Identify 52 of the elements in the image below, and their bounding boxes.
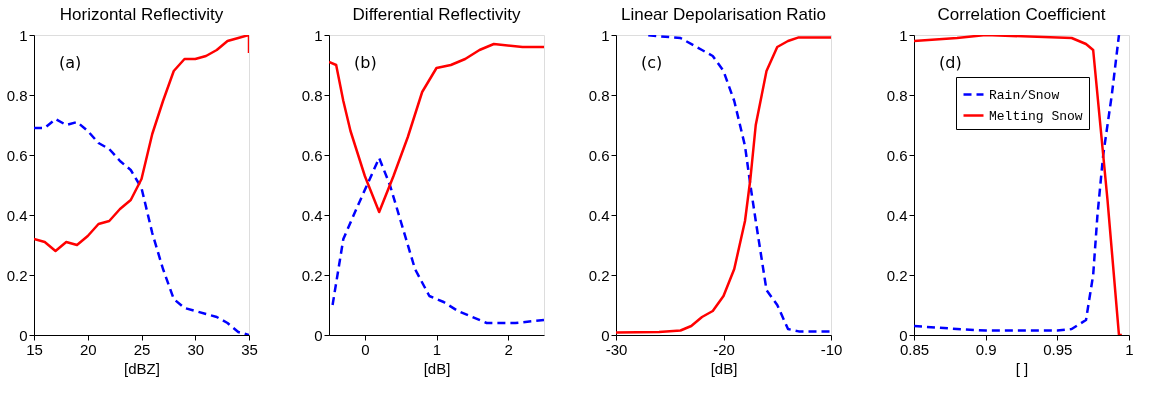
x-tick-label: 35 (241, 340, 258, 358)
y-tick-label: 0.4 (886, 206, 908, 224)
y-tick-label: 0 (19, 326, 28, 344)
x-tick-label: 2 (504, 340, 513, 358)
chart-title: Differential Reflectivity (352, 5, 521, 24)
y-tick-label: 0.2 (301, 266, 323, 284)
x-tick-label: 20 (79, 340, 97, 358)
x-tick-label: -20 (713, 340, 735, 358)
legend-label: Rain/Snow (989, 87, 1060, 103)
y-tick-label: 0.6 (886, 146, 908, 164)
y-tick-label: 0.6 (588, 146, 610, 164)
annotation: (b) (354, 53, 377, 72)
x-axis-title: [ ] (1015, 359, 1029, 377)
chart-title: Horizontal Reflectivity (59, 5, 224, 24)
y-tick-label: 1 (601, 26, 610, 44)
chart-title: Linear Depolarisation Ratio (620, 5, 827, 24)
y-tick-label: 0.4 (301, 206, 323, 224)
line-series (329, 42, 544, 214)
annotation: (c) (641, 53, 663, 72)
x-axis-title: [dB] (710, 359, 738, 377)
y-tick-label: 0.6 (301, 146, 323, 164)
x-tick-label: 25 (133, 340, 151, 358)
x-tick-label: 15 (26, 340, 43, 358)
x-tick-label: 0 (361, 340, 370, 358)
y-tick-label: 0.2 (886, 266, 908, 284)
y-tick-label: 0.2 (588, 266, 610, 284)
y-tick-label: 1 (899, 26, 908, 44)
legend-label: Melting Snow (989, 108, 1083, 124)
y-tick-label: 0.8 (301, 86, 323, 104)
x-tick-label: 0.9 (975, 340, 997, 358)
y-tick-label: 0 (314, 326, 323, 344)
line-series (34, 35, 249, 253)
x-tick-label: 1 (1125, 340, 1134, 358)
y-tick-label: 0.4 (6, 206, 28, 224)
x-axis-title: [dBZ] (124, 359, 160, 377)
x-tick-label: 30 (187, 340, 205, 358)
y-tick-label: 0.6 (6, 146, 28, 164)
x-tick-label: -10 (820, 340, 843, 358)
line-series (331, 156, 544, 325)
x-tick-label: 0.95 (1043, 340, 1073, 358)
x-tick-label: 1 (432, 340, 442, 358)
y-tick-label: 0.8 (886, 86, 908, 104)
x-axis-title: [dB] (423, 359, 451, 377)
y-tick-label: 0.2 (6, 266, 28, 284)
annotation: (d) (939, 53, 962, 72)
chart-title: Correlation Coefficient (937, 5, 1106, 24)
y-tick-label: 0.4 (588, 206, 610, 224)
y-tick-label: 1 (19, 26, 28, 44)
y-tick-label: 0.8 (6, 86, 28, 104)
annotation: (a) (59, 53, 82, 72)
y-tick-label: 1 (314, 26, 323, 44)
y-tick-label: 0.8 (588, 86, 610, 104)
